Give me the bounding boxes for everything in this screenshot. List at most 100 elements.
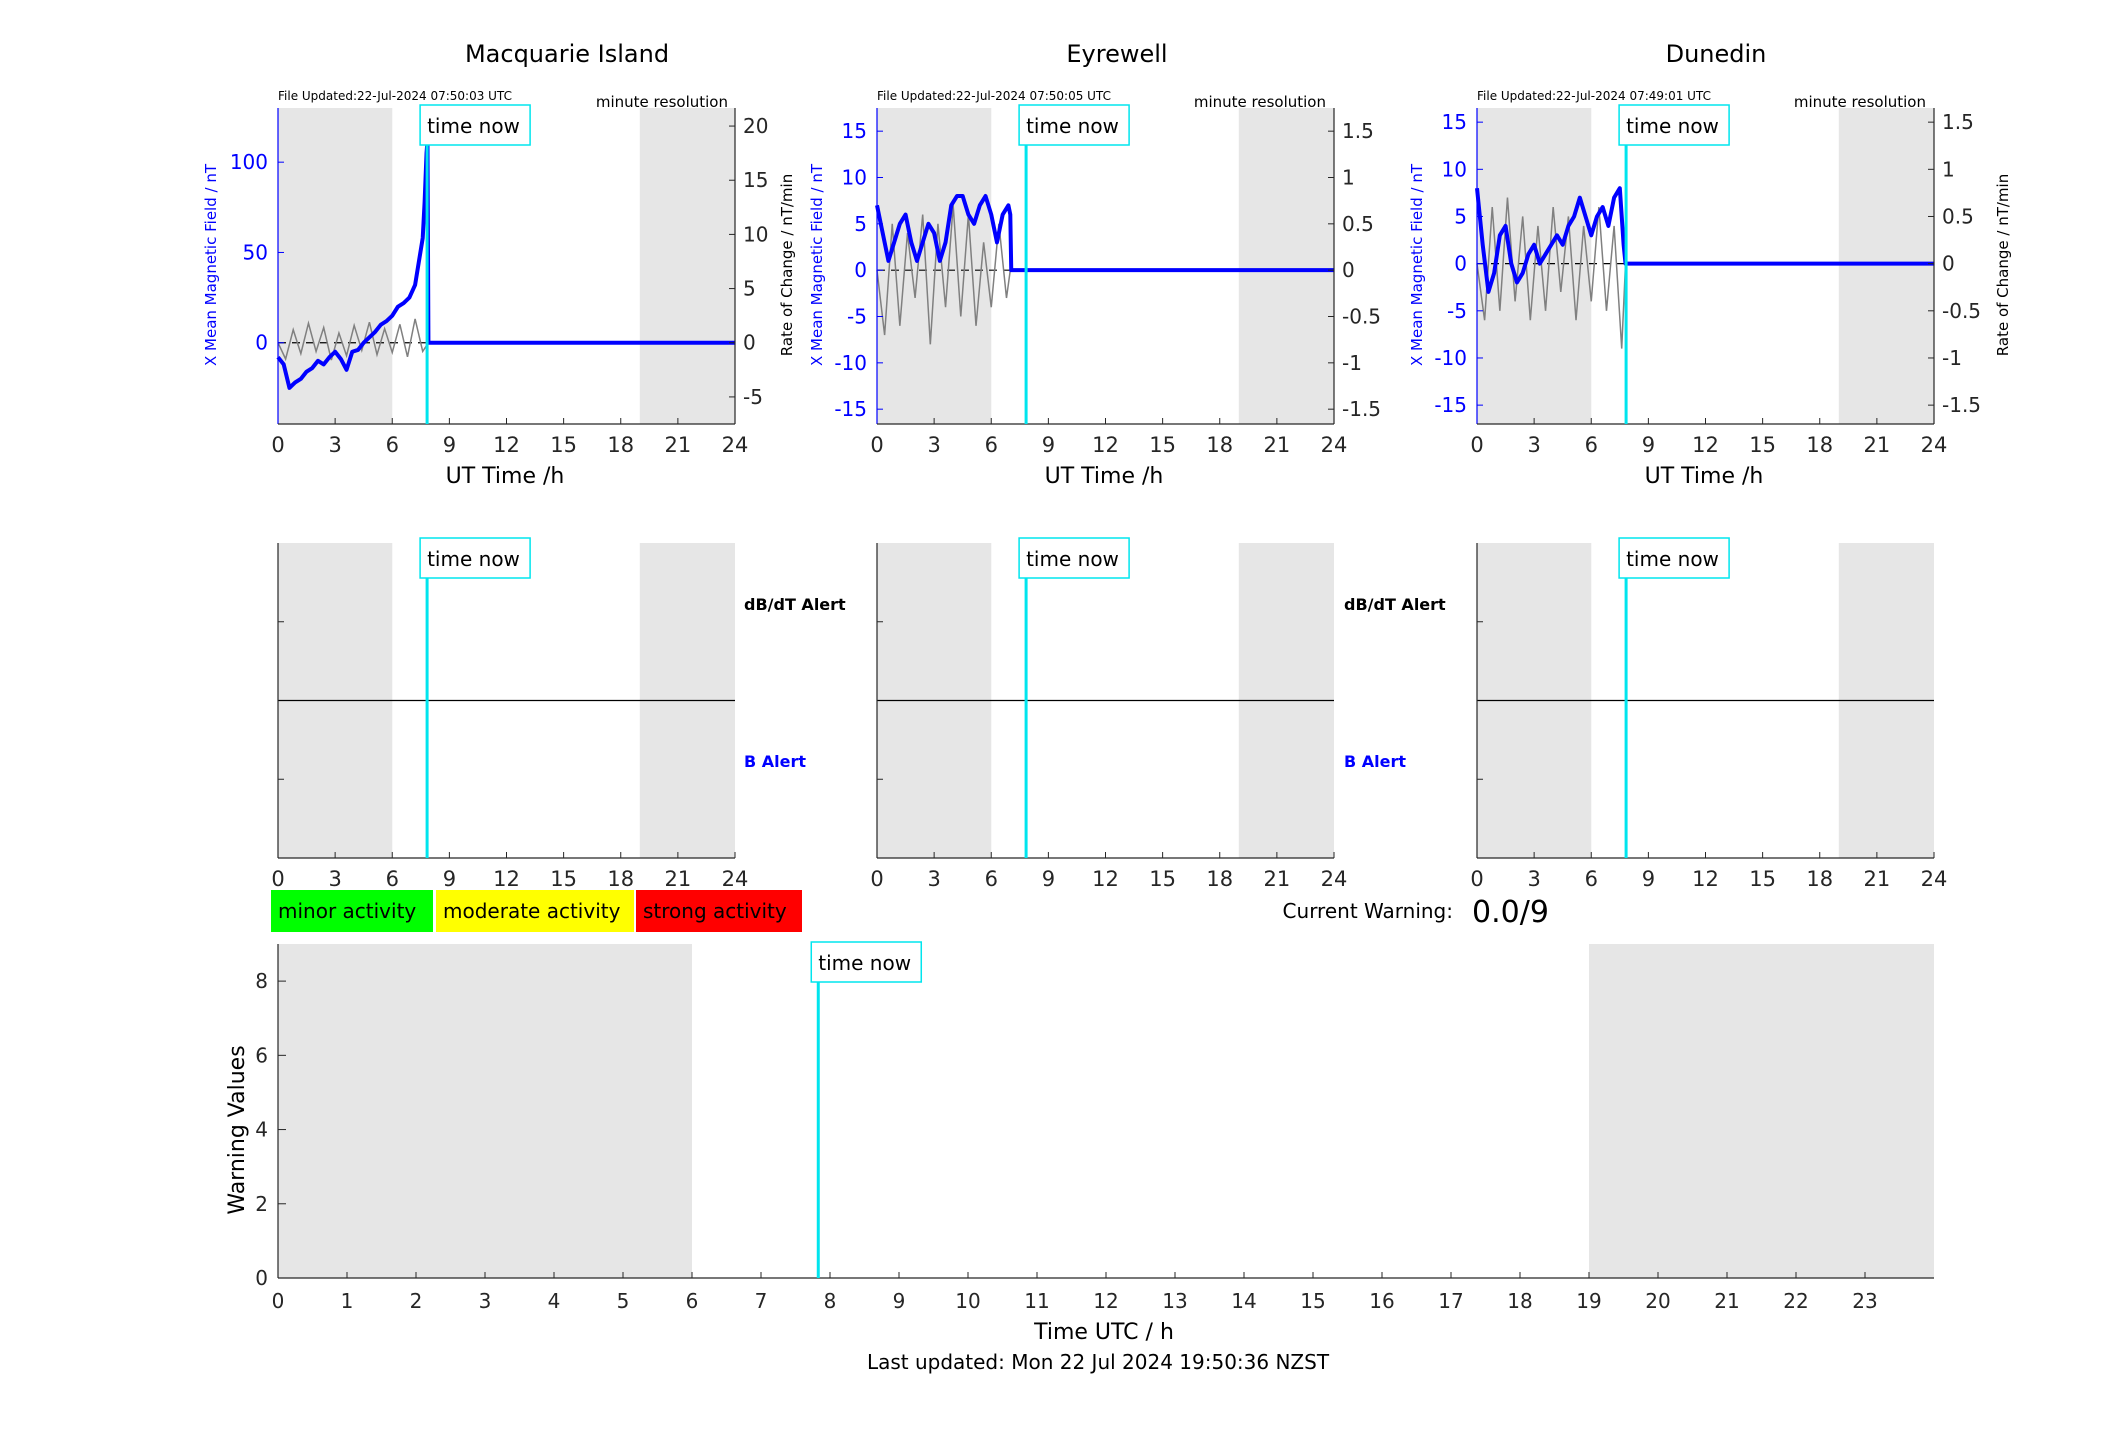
last-updated: Last updated: Mon 22 Jul 2024 19:50:36 N… [867, 1350, 1330, 1374]
night-shade-6-1 [1589, 944, 1934, 1278]
x-tick-label-5-2: 6 [1585, 867, 1598, 891]
x-tick-label-0-3: 9 [443, 433, 456, 457]
x-tick-label-5-7: 21 [1864, 867, 1891, 891]
x-tick-label-1-4: 12 [1092, 433, 1119, 457]
legend-moderate-label: moderate activity [443, 899, 621, 923]
y-tick-left-label-1-5: 10 [842, 166, 867, 190]
x-tick-label-3-6: 18 [607, 867, 634, 891]
time-now-label-6: time now [818, 951, 911, 975]
y-tick-right-label-1-3: 0 [1342, 258, 1355, 282]
y-tick-right-label-1-1: -1 [1342, 351, 1362, 375]
b-alert-label-macquarie: B Alert [744, 752, 806, 771]
x-tick-label-0-8: 24 [722, 433, 749, 457]
x-tick-label-2-2: 6 [1585, 433, 1598, 457]
y-tick-right-label-0-5: 20 [743, 114, 768, 138]
resolution-dunedin: minute resolution [1794, 93, 1926, 111]
y-axis-left-label-dunedin: X Mean Magnetic Field / nT [1408, 163, 1426, 366]
resolution-eyrewell: minute resolution [1194, 93, 1326, 111]
time-now-box-2 [1618, 104, 1730, 146]
y-tick-left-label-1-4: 5 [854, 212, 867, 236]
x-tick-label-6-0: 0 [272, 1289, 285, 1313]
x-tick-label-6-15: 15 [1300, 1289, 1325, 1313]
x-tick-label-3-0: 0 [271, 867, 284, 891]
x-tick-label-6-19: 19 [1576, 1289, 1601, 1313]
x-tick-label-6-10: 10 [955, 1289, 980, 1313]
legend-minor-swatch [271, 890, 433, 932]
time-now-box-3 [419, 537, 531, 579]
x-tick-label-4-0: 0 [870, 867, 883, 891]
x-tick-label-6-20: 20 [1645, 1289, 1670, 1313]
chart-panel-5: 0 3 6 9 12 15 18 21 24 time now [1470, 537, 1948, 891]
x-tick-label-3-1: 3 [328, 867, 341, 891]
time-now-box-4 [1018, 537, 1130, 579]
y-tick-right-label-1-6: 1.5 [1342, 119, 1374, 143]
y-tick-left-label-1-2: -5 [847, 305, 867, 329]
file-updated-dunedin: File Updated:22-Jul-2024 07:49:01 UTC [1477, 89, 1711, 103]
x-tick-label-6-5: 5 [617, 1289, 630, 1313]
x-tick-label-5-3: 9 [1642, 867, 1655, 891]
y-axis-left-label-macquarie: X Mean Magnetic Field / nT [202, 163, 220, 366]
y-tick-right-label-0-1: 0 [743, 331, 756, 355]
y-tick-label-6-3: 6 [255, 1043, 268, 1067]
x-tick-label-6-8: 8 [824, 1289, 837, 1313]
time-now-label-2: time now [1626, 114, 1719, 138]
x-tick-label-0-1: 3 [328, 433, 341, 457]
chart-panel-4: 0 3 6 9 12 15 18 21 24 time now [870, 537, 1348, 891]
x-tick-label-0-5: 15 [550, 433, 577, 457]
legend-moderate-swatch [436, 890, 634, 932]
x-tick-label-4-1: 3 [927, 867, 940, 891]
y-tick-right-label-0-3: 10 [743, 222, 768, 246]
x-tick-label-6-3: 3 [479, 1289, 492, 1313]
y-tick-left-label-2-3: 0 [1454, 252, 1467, 276]
x-tick-label-6-22: 22 [1783, 1289, 1808, 1313]
x-tick-label-6-23: 23 [1852, 1289, 1877, 1313]
time-now-box-0 [419, 104, 531, 146]
x-tick-label-4-8: 24 [1321, 867, 1348, 891]
y-tick-left-label-0-0: 0 [255, 331, 268, 355]
y-tick-left-label-0-2: 100 [230, 150, 268, 174]
current-warning-label: Current Warning: [1283, 899, 1453, 923]
y-tick-right-label-1-5: 1 [1342, 166, 1355, 190]
y-tick-right-label-0-0: -5 [743, 385, 763, 409]
night-shade-6-0 [278, 944, 692, 1278]
x-tick-label-6-16: 16 [1369, 1289, 1394, 1313]
legend-strong-label: strong activity [643, 899, 787, 923]
x-tick-label-4-4: 12 [1092, 867, 1119, 891]
x-axis-label-dunedin: UT Time /h [1645, 464, 1764, 489]
y-tick-right-label-1-2: -0.5 [1342, 305, 1381, 329]
x-tick-label-4-6: 18 [1206, 867, 1233, 891]
chart-title-dunedin: Dunedin [1666, 40, 1767, 68]
x-tick-label-6-6: 6 [686, 1289, 699, 1313]
x-tick-label-5-8: 24 [1921, 867, 1948, 891]
x-tick-label-3-2: 6 [386, 867, 399, 891]
time-now-label-3: time now [427, 547, 520, 571]
time-now-box-1 [1018, 104, 1130, 146]
y-tick-right-label-2-1: -1 [1942, 346, 1962, 370]
x-tick-label-1-1: 3 [927, 433, 940, 457]
y-tick-right-label-1-4: 0.5 [1342, 212, 1374, 236]
bottom-y-axis-label: Warning Values [225, 1045, 250, 1214]
current-warning-value: 0.0/9 [1472, 895, 1549, 930]
dbdt-alert-label-macquarie: dB/dT Alert [744, 595, 846, 614]
night-shade-0-1 [639, 108, 735, 424]
x-tick-label-2-7: 21 [1864, 433, 1891, 457]
y-axis-right-label-macquarie: Rate of Change / nT/min [778, 174, 796, 356]
y-tick-right-label-2-5: 1 [1942, 157, 1955, 181]
x-tick-label-1-0: 0 [870, 433, 883, 457]
x-tick-label-1-7: 21 [1264, 433, 1291, 457]
b-series-line-1 [875, 194, 1334, 273]
y-tick-label-6-1: 2 [255, 1192, 268, 1216]
y-axis-right-label-dunedin: Rate of Change / nT/min [1994, 174, 2012, 356]
x-tick-label-0-4: 12 [493, 433, 520, 457]
y-tick-left-label-0-1: 50 [243, 240, 268, 264]
x-tick-label-3-7: 21 [665, 867, 692, 891]
chart-panel-0: 0 3 6 9 12 15 18 21 24 0 50 100 -5 0 5 10 15 20 time now [230, 104, 768, 457]
x-tick-label-0-2: 6 [386, 433, 399, 457]
y-tick-left-label-1-6: 15 [842, 119, 867, 143]
x-tick-label-6-1: 1 [341, 1289, 354, 1313]
x-tick-label-4-2: 6 [985, 867, 998, 891]
y-tick-right-label-2-0: -1.5 [1942, 393, 1981, 417]
chart-title-macquarie: Macquarie Island [465, 40, 669, 68]
dbdt-alert-label-eyrewell: dB/dT Alert [1344, 595, 1446, 614]
